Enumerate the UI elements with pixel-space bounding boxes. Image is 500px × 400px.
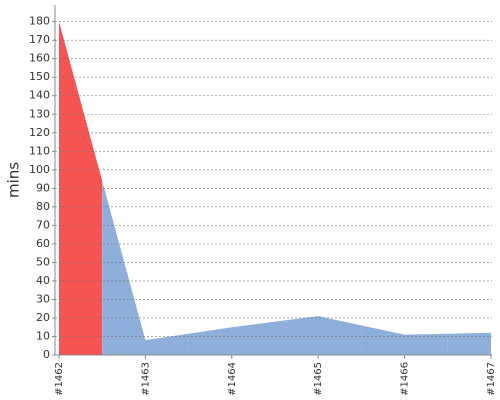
y-tick-label: 150 [29, 70, 50, 83]
y-tick-label: 160 [29, 52, 50, 65]
x-tick-label: #1464 [227, 362, 238, 396]
area-segment [447, 332, 491, 355]
y-tick-label: 100 [29, 163, 50, 176]
y-tick-label: 120 [29, 126, 50, 139]
x-tick-label: #1467 [486, 362, 497, 396]
y-tick-label: 30 [36, 292, 50, 305]
y-tick-label: 130 [29, 107, 50, 120]
y-tick-label: 80 [36, 200, 50, 213]
y-tick-label: 10 [36, 329, 50, 342]
y-tick-label: 60 [36, 237, 50, 250]
y-tick-label: 0 [43, 348, 50, 361]
y-tick-label: 40 [36, 274, 50, 287]
y-tick-label: 90 [36, 181, 50, 194]
y-axis-label: mins [5, 162, 23, 198]
y-tick-label: 70 [36, 218, 50, 231]
area-segment [275, 316, 362, 355]
area-segment [188, 321, 275, 355]
area-segment [102, 180, 189, 355]
x-tick-label: #1465 [313, 362, 324, 396]
area-segment [361, 325, 448, 355]
y-tick-label: 140 [29, 89, 50, 102]
y-tick-label: 110 [29, 144, 50, 157]
y-tick-label: 170 [29, 33, 50, 46]
y-tick-label: 20 [36, 311, 50, 324]
y-tick-label: 50 [36, 255, 50, 268]
x-tick-label: #1466 [400, 362, 411, 396]
y-tick-label: 180 [29, 15, 50, 28]
x-tick-label: #1462 [54, 362, 65, 396]
x-tick-label: #1463 [140, 362, 151, 396]
